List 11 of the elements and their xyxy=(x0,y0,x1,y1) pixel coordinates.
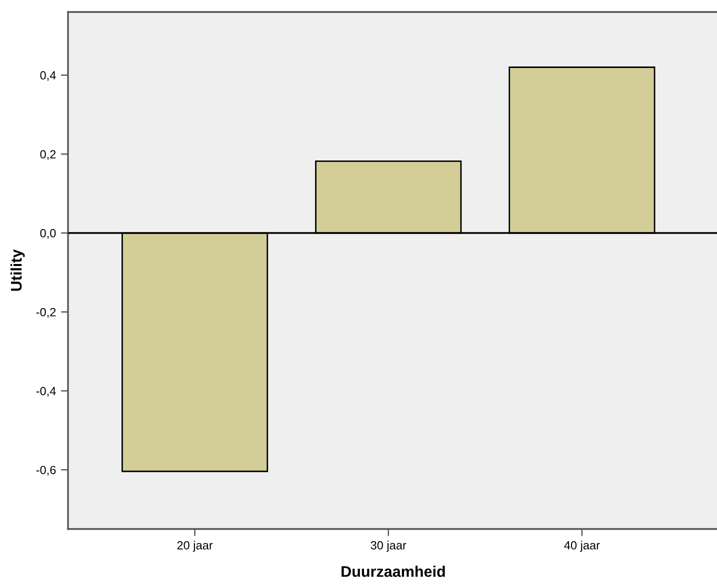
x-tick-label: 30 jaar xyxy=(370,540,406,552)
x-tick-label: 20 jaar xyxy=(177,540,213,552)
y-tick-label: 0,0 xyxy=(40,229,56,239)
x-tick-label: 40 jaar xyxy=(564,540,600,552)
y-tick-label: 0,4 xyxy=(40,71,56,81)
y-axis-title: Utility xyxy=(10,249,25,291)
y-tick-label: -0,4 xyxy=(36,386,56,397)
y-tick-label: -0,2 xyxy=(36,308,56,318)
x-axis-title: Duurzaamheid xyxy=(342,566,445,577)
y-tick-label: 0,2 xyxy=(40,150,56,160)
y-tick-label: -0,6 xyxy=(36,466,56,476)
